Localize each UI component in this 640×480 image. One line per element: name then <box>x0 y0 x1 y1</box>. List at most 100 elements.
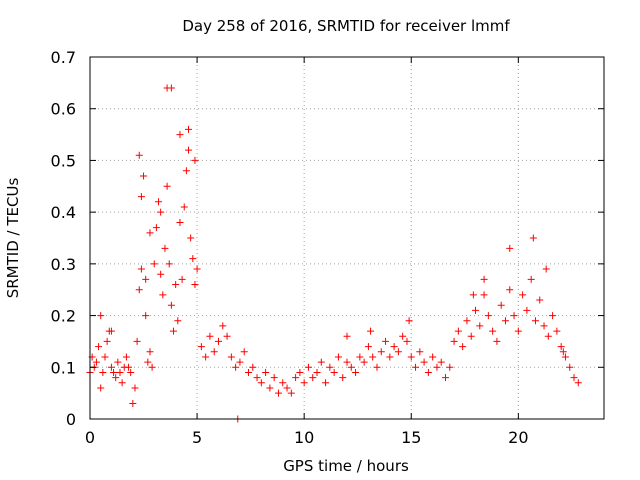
data-point <box>377 348 385 356</box>
data-point <box>467 332 475 340</box>
data-point <box>178 275 186 283</box>
chart-title: Day 258 of 2016, SRMTID for receiver lmm… <box>182 17 510 35</box>
data-point <box>97 384 105 392</box>
data-point <box>127 368 135 376</box>
data-point <box>527 275 535 283</box>
data-point <box>390 343 398 351</box>
data-point <box>202 353 210 361</box>
data-point <box>257 379 265 387</box>
data-point <box>189 255 197 263</box>
data-point <box>557 343 565 351</box>
data-point <box>142 312 150 320</box>
data-point <box>514 327 522 335</box>
data-point <box>394 348 402 356</box>
data-point <box>317 358 325 366</box>
data-point <box>116 368 124 376</box>
data-point <box>574 379 582 387</box>
axis-ticks <box>89 56 604 420</box>
data-point <box>429 353 437 361</box>
data-points <box>86 84 582 423</box>
data-point <box>566 363 574 371</box>
data-point <box>112 374 120 382</box>
grid-lines <box>90 57 604 419</box>
data-point <box>101 353 109 361</box>
data-point <box>240 348 248 356</box>
data-point <box>542 265 550 273</box>
data-point <box>369 353 377 361</box>
data-point <box>352 368 360 376</box>
data-point <box>437 358 445 366</box>
x-axis-label: GPS time / hours <box>283 457 409 475</box>
data-point <box>287 389 295 397</box>
x-tick-labels: 0 5 10 15 20 <box>85 428 529 447</box>
data-point <box>249 363 257 371</box>
y-tick-label: 0.7 <box>51 48 76 67</box>
data-point <box>279 379 287 387</box>
data-point <box>367 327 375 335</box>
data-point <box>386 353 394 361</box>
data-point <box>163 182 171 190</box>
data-point <box>114 358 122 366</box>
data-point <box>176 218 184 226</box>
data-point <box>497 301 505 309</box>
data-point <box>206 332 214 340</box>
data-point <box>187 234 195 242</box>
data-point <box>446 363 454 371</box>
data-point <box>140 172 148 180</box>
data-point <box>476 322 484 330</box>
data-point <box>343 358 351 366</box>
data-point <box>405 317 413 325</box>
data-point <box>407 353 415 361</box>
data-point <box>219 322 227 330</box>
data-point <box>174 317 182 325</box>
data-point <box>270 374 278 382</box>
data-point <box>356 353 364 361</box>
data-point <box>133 337 141 345</box>
data-point <box>570 374 578 382</box>
data-point <box>399 332 407 340</box>
data-point <box>125 363 133 371</box>
data-point <box>223 332 231 340</box>
data-point <box>531 317 539 325</box>
data-point <box>300 379 308 387</box>
data-point <box>304 363 312 371</box>
data-point <box>197 343 205 351</box>
data-point <box>176 131 184 139</box>
data-point <box>157 270 165 278</box>
data-point <box>161 244 169 252</box>
data-point <box>191 281 199 289</box>
data-point <box>172 281 180 289</box>
data-point <box>129 399 137 407</box>
data-point <box>159 291 167 299</box>
data-point <box>544 332 552 340</box>
data-point <box>107 363 115 371</box>
x-tick-label: 15 <box>401 428 421 447</box>
data-point <box>185 146 193 154</box>
data-point <box>191 156 199 164</box>
data-point <box>283 384 291 392</box>
data-point <box>118 379 126 387</box>
y-tick-label: 0.2 <box>51 307 76 326</box>
data-point <box>95 343 103 351</box>
data-point <box>313 368 321 376</box>
data-point <box>135 286 143 294</box>
y-axis-label: SRMTID / TECUs <box>4 178 22 299</box>
data-point <box>163 84 171 92</box>
data-point <box>150 260 158 268</box>
data-point <box>480 275 488 283</box>
x-tick-label: 5 <box>192 428 202 447</box>
data-point <box>309 374 317 382</box>
y-tick-label: 0.5 <box>51 151 76 170</box>
data-point <box>450 337 458 345</box>
data-point <box>262 368 270 376</box>
data-point <box>215 337 222 345</box>
data-point <box>292 374 300 382</box>
data-point <box>148 363 156 371</box>
data-point <box>339 374 347 382</box>
data-point <box>373 363 381 371</box>
data-point <box>227 353 235 361</box>
data-point <box>144 358 152 366</box>
data-point <box>343 332 351 340</box>
plot-frame <box>89 56 605 420</box>
